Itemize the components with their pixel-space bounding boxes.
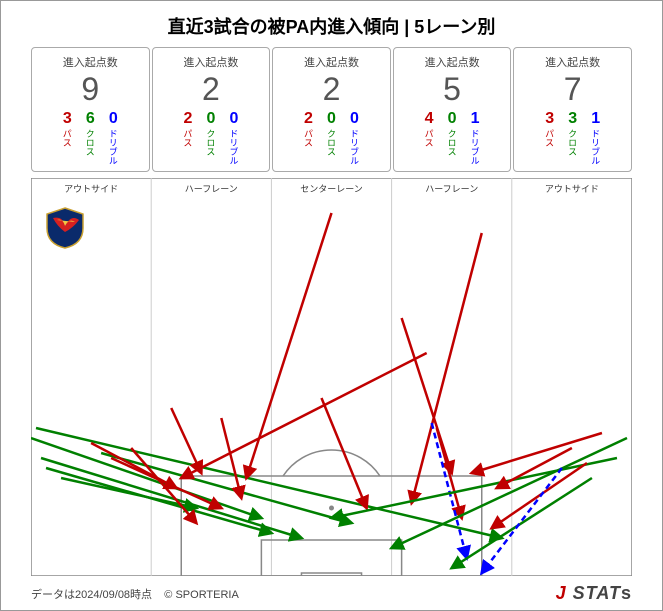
lane-breakdown: 2パス 0クロス 0ドリブル <box>157 111 266 165</box>
lane-label: 進入起点数 <box>518 54 627 70</box>
lane-breakdown: 3パス 3クロス 1ドリブル <box>518 111 627 165</box>
cross-stat: 0クロス <box>446 111 459 165</box>
jstats-logo: J STATs <box>556 583 632 604</box>
chart-title: 直近3試合の被PA内進入傾向 | 5レーン別 <box>1 1 662 47</box>
footer: データは2024/09/08時点 © SPORTERIA J STATs <box>1 583 662 604</box>
lane-stat: 進入起点数 5 4パス 0クロス 1ドリブル <box>393 47 512 172</box>
pitch-lane-names: アウトサイドハーフレーンセンターレーンハーフレーンアウトサイド <box>31 182 632 195</box>
pitch-lane-name: アウトサイド <box>31 182 151 195</box>
lane-total: 5 <box>398 72 507 107</box>
team-badge <box>43 206 87 250</box>
lane-total: 2 <box>157 72 266 107</box>
footer-left: データは2024/09/08時点 © SPORTERIA <box>31 586 239 602</box>
dribble-stat: 0ドリブル <box>348 111 361 165</box>
pass-stat: 2パス <box>181 111 194 165</box>
cross-stat: 0クロス <box>204 111 217 165</box>
pitch-lane-name: センターレーン <box>271 182 391 195</box>
lane-label: 進入起点数 <box>36 54 145 70</box>
cross-stat: 0クロス <box>325 111 338 165</box>
chart-container: 直近3試合の被PA内進入傾向 | 5レーン別 進入起点数 9 3パス 6クロス 0ドリブ… <box>0 0 663 611</box>
pass-stat: 2パス <box>302 111 315 165</box>
lane-label: 進入起点数 <box>157 54 266 70</box>
dribble-stat: 0ドリブル <box>107 111 120 165</box>
pitch-lane-name: ハーフレーン <box>151 182 271 195</box>
lane-stat: 進入起点数 9 3パス 6クロス 0ドリブル <box>31 47 150 172</box>
dribble-stat: 1ドリブル <box>469 111 482 165</box>
cross-stat: 3クロス <box>566 111 579 165</box>
lane-total: 9 <box>36 72 145 107</box>
pass-stat: 3パス <box>543 111 556 165</box>
dribble-stat: 0ドリブル <box>227 111 240 165</box>
copyright: © SPORTERIA <box>164 589 239 601</box>
lane-stats-row: 進入起点数93パス6クロス0ドリブル進入起点数22パス0クロス0ドリブル進入起点… <box>1 47 662 172</box>
pitch-lane-name: アウトサイド <box>512 182 632 195</box>
lane-breakdown: 4パス 0クロス 1ドリブル <box>398 111 507 165</box>
lane-label: 進入起点数 <box>277 54 386 70</box>
data-date: データは2024/09/08時点 <box>31 589 152 601</box>
lane-stat: 進入起点数 2 2パス 0クロス 0ドリブル <box>152 47 271 172</box>
lane-stat: 進入起点数 7 3パス 3クロス 1ドリブル <box>513 47 632 172</box>
lane-label: 進入起点数 <box>398 54 507 70</box>
pitch-area: アウトサイドハーフレーンセンターレーンハーフレーンアウトサイド <box>31 178 632 576</box>
cross-stat: 6クロス <box>84 111 97 165</box>
lane-stat: 進入起点数 2 2パス 0クロス 0ドリブル <box>272 47 391 172</box>
lane-breakdown: 2パス 0クロス 0ドリブル <box>277 111 386 165</box>
pitch-lane-name: ハーフレーン <box>392 182 512 195</box>
lane-breakdown: 3パス 6クロス 0ドリブル <box>36 111 145 165</box>
pass-stat: 3パス <box>61 111 74 165</box>
pass-stat: 4パス <box>423 111 436 165</box>
dribble-stat: 1ドリブル <box>589 111 602 165</box>
lane-total: 2 <box>277 72 386 107</box>
lane-total: 7 <box>518 72 627 107</box>
pitch-svg <box>31 178 632 576</box>
